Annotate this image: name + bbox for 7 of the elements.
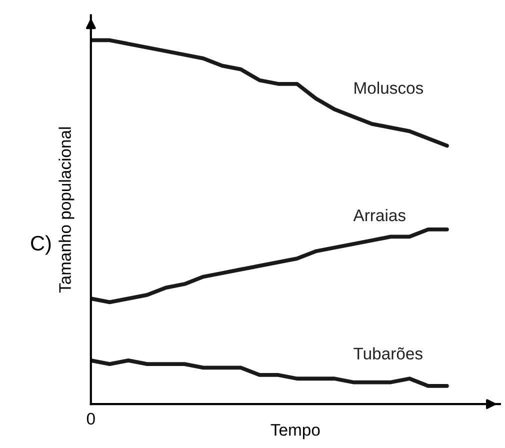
series-label: Moluscos [354,82,424,94]
series-label: Tubarões [354,347,422,360]
text: C) [31,235,51,255]
y-axis-title: Tamanho populacional [58,127,74,293]
text: 0 [86,412,95,425]
x-axis-title: Tempo [270,424,320,440]
series-label: Arraias [353,209,406,222]
